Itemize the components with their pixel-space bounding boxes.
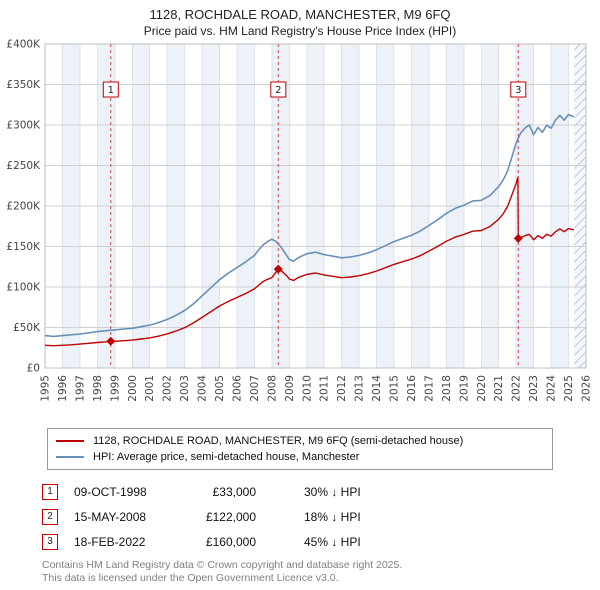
sale-number-badge: 1 (42, 483, 58, 500)
x-tick-label: 2002 (162, 375, 174, 402)
y-tick-label: £200K (6, 201, 41, 213)
hpi-line (44, 113, 575, 338)
x-tick-label: 2018 (441, 375, 453, 402)
x-tick-label: 2017 (423, 375, 435, 402)
x-tick-label: 1999 (109, 375, 121, 402)
x-tick-label: 2009 (284, 375, 296, 402)
page-subtitle: Price paid vs. HM Land Registry's House … (143, 24, 457, 38)
x-tick-label: 2025 (563, 375, 575, 402)
x-tick-label: 2024 (546, 375, 558, 402)
y-tick-label: £250K (6, 160, 41, 172)
chart-legend: 1128, ROCHDALE ROAD, MANCHESTER, M9 6FQ … (47, 428, 553, 470)
legend-label-hpi: HPI: Average price, semi-detached house,… (93, 451, 360, 463)
sale-vs-hpi: 45% ↓ HPI (304, 534, 361, 549)
sale-number-label: 3 (515, 85, 521, 96)
x-tick-label: 2016 (406, 375, 418, 402)
sale-marker-diamond[interactable] (513, 233, 523, 243)
sale-number-badge: 3 (42, 533, 58, 550)
sale-date: 18-FEB-2022 (74, 534, 146, 549)
sale-number-box[interactable] (510, 81, 527, 98)
sale-vs-hpi: 30% ↓ HPI (304, 484, 361, 499)
y-tick-label: £350K (6, 79, 41, 91)
hpi-line-swatch (56, 456, 84, 458)
sale-number-box[interactable] (270, 81, 287, 98)
sale-marker-diamond[interactable] (273, 264, 283, 274)
x-tick-label: 2014 (371, 375, 383, 402)
x-tick-label: 2011 (319, 375, 331, 402)
price-history-chart[interactable]: 1 2 3 £0 £50K £100K £150K £200K £250K £300K £350K £… (0, 38, 600, 426)
table-row: 3 18-FEB-2022 £160,000 45% ↓ HPI (42, 529, 600, 554)
sale-date: 15-MAY-2008 (74, 509, 147, 524)
y-tick-label: £400K (6, 39, 41, 51)
legend-item-property[interactable]: 1128, ROCHDALE ROAD, MANCHESTER, M9 6FQ … (56, 433, 544, 449)
x-tick-label: 2004 (197, 375, 209, 402)
sale-number-badge: 2 (42, 508, 58, 525)
table-row: 1 09-OCT-1998 £33,000 30% ↓ HPI (42, 479, 600, 504)
property-line-swatch (56, 440, 84, 442)
sale-vs-hpi: 18% ↓ HPI (304, 509, 361, 524)
x-tick-label: 2008 (266, 375, 278, 402)
sale-marker-diamond[interactable] (106, 336, 116, 346)
x-tick-label: 2012 (336, 375, 348, 402)
x-tick-label: 2003 (179, 375, 191, 402)
x-tick-label: 2001 (144, 375, 156, 402)
sales-table: 1 09-OCT-1998 £33,000 30% ↓ HPI 2 15-MAY… (42, 479, 600, 554)
table-row: 2 15-MAY-2008 £122,000 18% ↓ HPI (42, 504, 600, 529)
x-tick-label: 1998 (92, 375, 104, 402)
legend-item-hpi[interactable]: HPI: Average price, semi-detached house,… (56, 449, 544, 465)
license-footer: Contains HM Land Registry data © Crown c… (42, 559, 600, 585)
x-tick-label: 1997 (74, 375, 86, 402)
x-tick-label: 2005 (214, 375, 226, 402)
sale-price: £160,000 (205, 534, 256, 549)
y-tick-label: £50K (13, 322, 41, 334)
x-tick-label: 2000 (127, 375, 139, 402)
sale-price: £33,000 (212, 484, 256, 499)
footer-line1: Contains HM Land Registry data © Crown c… (42, 559, 403, 571)
sale-price: £122,000 (205, 509, 256, 524)
x-tick-label: 2022 (511, 375, 523, 402)
x-tick-label: 2015 (389, 375, 401, 402)
x-tick-label: 2007 (249, 375, 261, 402)
x-tick-label: 1995 (40, 375, 52, 402)
x-tick-label: 1996 (57, 375, 69, 402)
sale-number-label: 2 (275, 85, 281, 96)
page-title: 1128, ROCHDALE ROAD, MANCHESTER, M9 6FQ (149, 7, 451, 22)
sale-number-label: 1 (108, 85, 114, 96)
footer-line2: This data is licensed under the Open Gov… (42, 572, 339, 585)
x-tick-label: 2019 (458, 375, 470, 402)
x-tick-label: 2006 (231, 375, 243, 402)
y-tick-label: £100K (6, 282, 41, 294)
sale-number-box[interactable] (102, 81, 119, 98)
y-tick-label: £150K (6, 241, 41, 253)
x-tick-label: 2021 (493, 375, 505, 402)
x-tick-label: 2020 (476, 375, 488, 402)
x-tick-label: 2026 (581, 375, 593, 402)
x-tick-label: 2023 (528, 375, 540, 402)
legend-label-property: 1128, ROCHDALE ROAD, MANCHESTER, M9 6FQ … (93, 435, 464, 447)
x-tick-label: 2010 (301, 375, 313, 402)
y-tick-label: £0 (27, 363, 40, 375)
x-tick-label: 2013 (354, 375, 366, 402)
sale-date: 09-OCT-1998 (74, 484, 147, 499)
plot-frame (44, 43, 587, 369)
y-tick-label: £300K (6, 120, 41, 132)
